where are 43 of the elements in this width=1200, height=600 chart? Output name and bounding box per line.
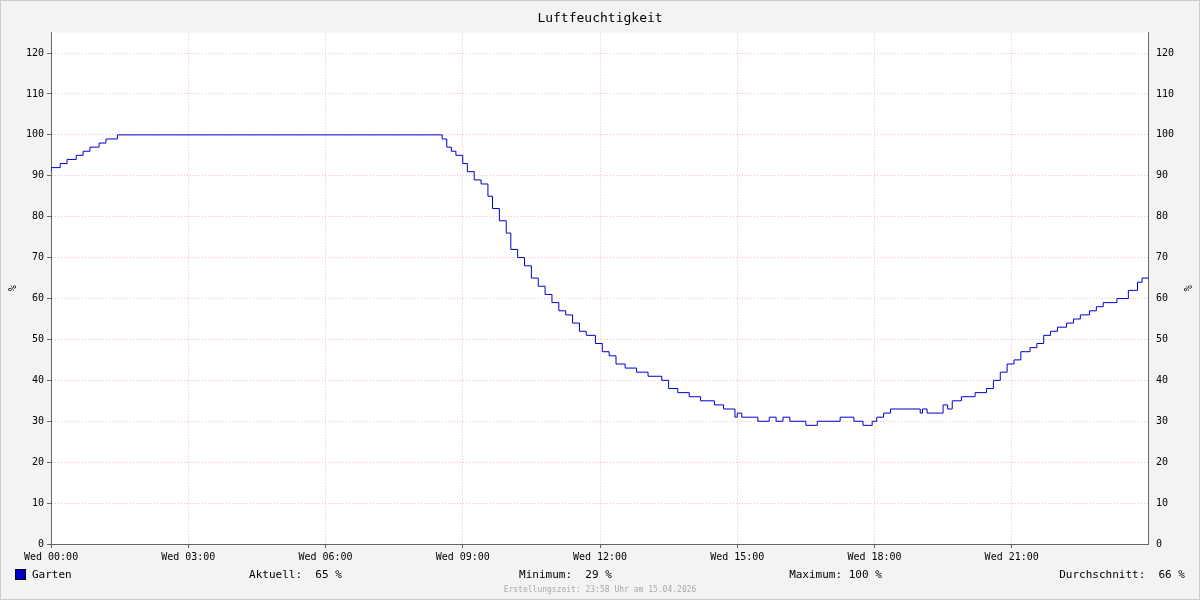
y2-tick-label: 0 [1155,537,1162,549]
y-tick-label: 100 [26,128,45,140]
chart-title: Luftfeuchtigkeit [537,10,663,26]
y-tick-label: 90 [32,169,45,181]
y-tick-label: 10 [32,496,45,508]
x-tick-label: Wed 06:00 [298,550,353,562]
y-tick-label: 30 [32,414,45,426]
y-tick-label: 110 [26,87,45,99]
text: Erstellungszeit: 23:58 Uhr am 15.04.2026 [502,585,698,594]
y2-tick-label: 110 [1155,87,1174,99]
x-tick-label: Wed 03:00 [161,550,216,562]
y2-tick-label: 80 [1155,210,1168,222]
x-tick-label: Wed 00:00 [23,550,79,562]
x-tick-label: Wed 21:00 [984,550,1039,562]
y2-tick-label: 30 [1155,414,1168,426]
y-tick-label: 60 [32,292,45,304]
y2-tick-label: 60 [1155,292,1168,304]
y-tick-label: 40 [32,373,45,385]
y2-tick-label: 20 [1155,455,1168,467]
y2-tick-label: 70 [1155,251,1168,263]
y-tick-label: 120 [26,46,45,58]
y-tick-label: 50 [32,333,45,345]
y2-tick-label: 40 [1155,373,1168,385]
y-tick-label: 20 [32,455,45,467]
y2-axis-title: % [1182,285,1194,292]
x-tick-label: Wed 18:00 [847,550,902,562]
text: Maximum: 100 % [789,568,882,581]
text: Durchschnitt: 66 % [1059,568,1185,581]
x-tick-label: Wed 12:00 [572,550,628,562]
text: Minimum: 29 % [519,568,612,581]
y-tick-label: 80 [32,210,45,222]
y-tick-label: 70 [32,251,45,263]
x-tick-label: Wed 09:00 [435,550,490,562]
text: Aktuell: 65 % [249,568,342,581]
y2-tick-label: 120 [1155,46,1174,58]
x-tick-label: Wed 15:00 [710,550,765,562]
y-axis-title: % [6,285,18,292]
y2-tick-label: 90 [1155,169,1168,181]
y2-tick-label: 50 [1155,333,1168,345]
y2-tick-label: 10 [1155,496,1168,508]
y2-tick-label: 100 [1155,128,1174,140]
y-tick-label: 0 [38,537,45,549]
legend-label: Garten [32,568,72,581]
